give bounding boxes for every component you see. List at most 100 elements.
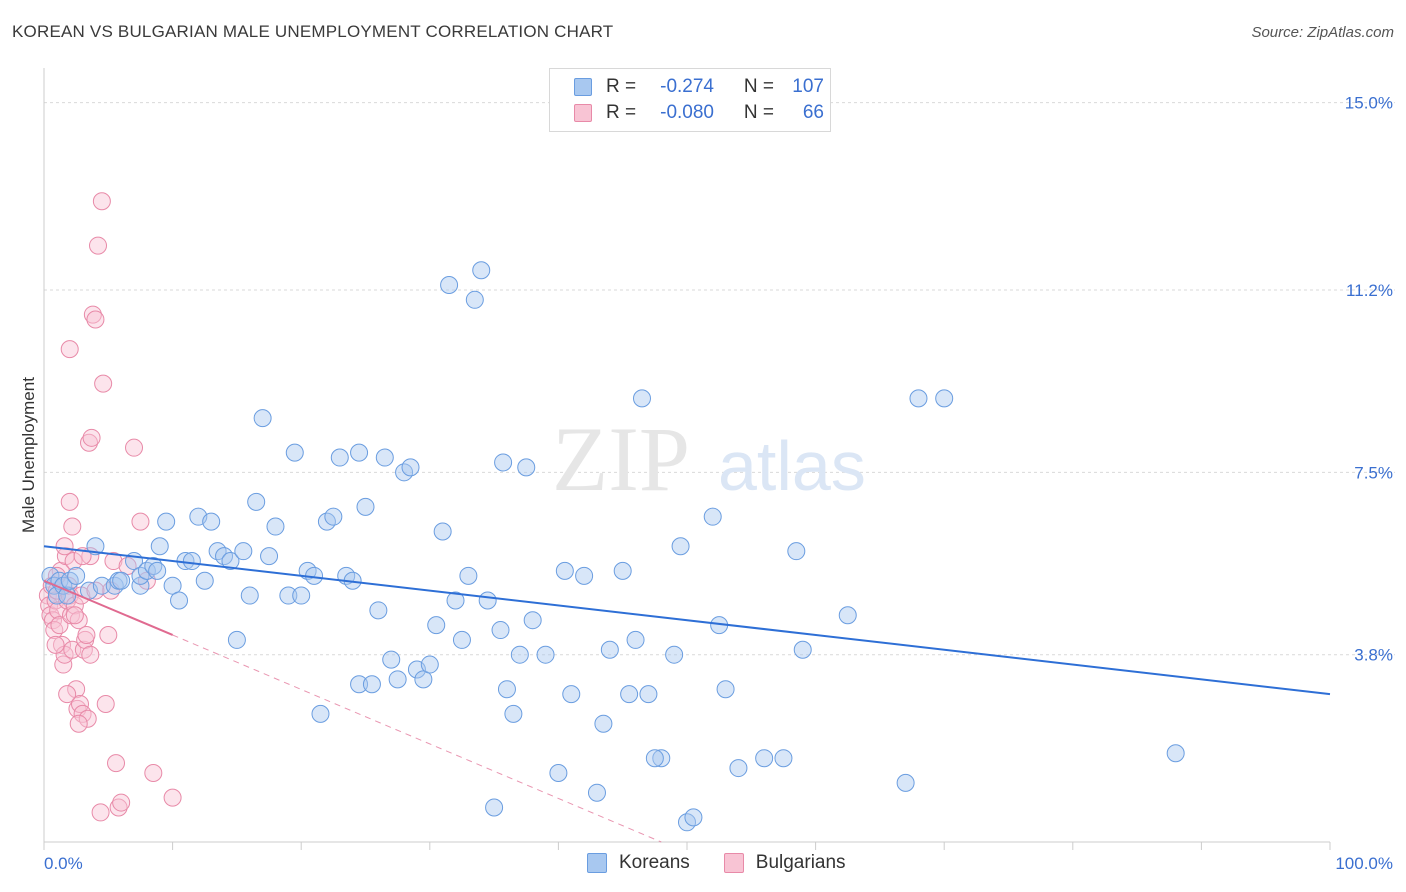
korean-point [491, 621, 510, 640]
correlation-legend: R = -0.274 N = 107 R = -0.080 N = 66 [549, 68, 831, 132]
korean-point [555, 561, 574, 580]
korean-point [485, 798, 504, 817]
watermark-zip: ZIP [552, 408, 690, 510]
bulgarian-point [55, 537, 74, 556]
korean-point [671, 537, 690, 556]
legend-swatch-koreans [587, 853, 607, 873]
korean-point [86, 537, 105, 556]
legend-swatch-bulgarians [723, 853, 744, 873]
trend-line-koreans [43, 545, 1331, 696]
bulgarian-point [112, 793, 131, 812]
korean-point [549, 763, 568, 782]
y-axis-title: Male Unemployment [19, 377, 38, 533]
korean-point [292, 586, 311, 605]
korean-point [221, 552, 240, 571]
korean-point [716, 680, 735, 699]
bulgarian-point [144, 763, 163, 782]
legend-item-koreans[interactable]: Koreans [587, 852, 690, 874]
korean-point [504, 704, 523, 723]
korean-point [247, 492, 266, 511]
bulgarian-point [67, 680, 86, 699]
legend-n-value: 107 [792, 76, 824, 97]
grid-lines [44, 102, 1395, 656]
bulgarian-point [50, 616, 69, 635]
korean-point [350, 675, 369, 694]
korean-point [112, 571, 131, 590]
legend-label-bulgarians: Bulgarians [755, 852, 846, 873]
legend-r-value: -0.080 [660, 102, 714, 123]
legend-row-bulgarians: R = -0.080 N = 66 [574, 100, 824, 126]
legend-row-koreans: R = -0.274 N = 107 [574, 74, 824, 100]
bulgarian-point [73, 704, 92, 723]
korean-point [575, 566, 594, 585]
korean-point [234, 542, 253, 561]
korean-point [494, 453, 513, 472]
x-tick-label: 0.0% [44, 854, 83, 873]
series-legend: Koreans Bulgarians [587, 852, 880, 874]
korean-point [311, 704, 330, 723]
korean-point [665, 645, 684, 664]
bulgarian-point [125, 438, 144, 457]
bulgarian-point [92, 192, 111, 211]
korean-point [632, 389, 651, 408]
korean-point [587, 783, 606, 802]
korean-point [452, 630, 471, 649]
bulgarian-point [65, 606, 84, 625]
legend-swatch-bulgarians [574, 104, 592, 122]
x-tick-label: 100.0% [1335, 854, 1393, 873]
source-label: Source: ZipAtlas.com [1251, 24, 1394, 41]
bulgarian-point [46, 635, 65, 654]
korean-point [562, 685, 581, 704]
y-tick-label: 3.8% [1354, 646, 1393, 665]
korean-point [157, 512, 176, 531]
korean-point [182, 552, 201, 571]
korean-point [645, 749, 664, 768]
korean-point [240, 586, 259, 605]
legend-item-bulgarians[interactable]: Bulgarians [723, 852, 846, 874]
bulgarian-point [64, 552, 83, 571]
korean-point [896, 773, 915, 792]
x-tick-labels: 0.0% 100.0% [44, 854, 1393, 873]
legend-n-label: N = [743, 102, 774, 123]
bulgarian-point [65, 596, 84, 615]
chart-title: KOREAN VS BULGARIAN MALE UNEMPLOYMENT CO… [12, 22, 614, 41]
korean-point [838, 606, 857, 625]
bulgarian-point [54, 655, 73, 674]
korean-point [433, 522, 452, 541]
bulgarian-point [81, 645, 100, 664]
legend-label-koreans: Koreans [619, 852, 690, 873]
korean-point [202, 512, 221, 531]
korean-point [324, 507, 343, 526]
korean-point [253, 409, 272, 428]
korean-point [755, 749, 774, 768]
korean-point [613, 561, 632, 580]
korean-point [909, 389, 928, 408]
korean-point [774, 749, 793, 768]
korean-point [620, 685, 639, 704]
bulgarian-point [78, 709, 97, 728]
korean-point [517, 458, 536, 477]
bulgarian-point [83, 305, 102, 324]
korean-point [472, 261, 491, 280]
korean-point [497, 680, 516, 699]
korean-point [170, 591, 189, 610]
legend-r-label: R = [606, 76, 637, 97]
korean-point [382, 650, 401, 669]
y-tick-label: 11.2% [1346, 281, 1393, 300]
korean-point [279, 586, 298, 605]
korean-point [427, 616, 446, 635]
y-tick-labels: 3.8% 7.5% 11.2% 15.0% [1345, 94, 1393, 665]
korean-point [356, 497, 375, 516]
korean-point [626, 630, 645, 649]
bulgarian-point [58, 685, 77, 704]
bulgarian-point [69, 714, 88, 733]
bulgarian-point [86, 310, 105, 329]
korean-point [440, 276, 459, 295]
bulgarian-point [45, 621, 64, 640]
korean-point [787, 542, 806, 561]
bulgarian-point [99, 625, 118, 644]
korean-point [465, 290, 484, 309]
korean-point [703, 507, 722, 526]
korean-point [388, 670, 407, 689]
korean-point [729, 759, 748, 778]
